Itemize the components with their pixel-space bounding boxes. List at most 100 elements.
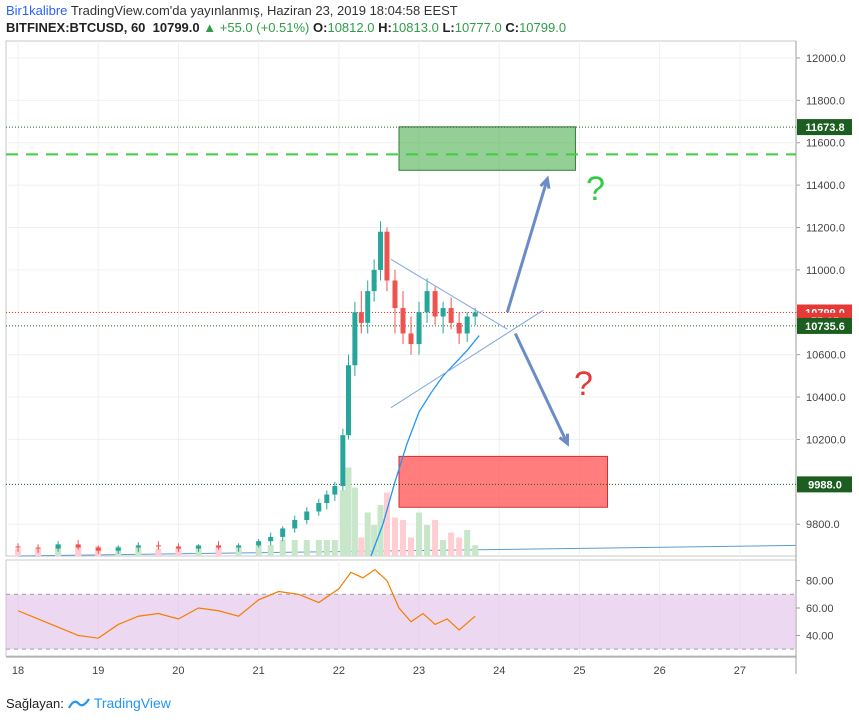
volume-bar bbox=[303, 540, 310, 556]
y-tick-label: 10200.0 bbox=[806, 434, 846, 446]
volume-bar bbox=[391, 517, 398, 556]
volume-bar bbox=[424, 525, 431, 556]
candle-body bbox=[216, 545, 222, 548]
volume-bar bbox=[155, 548, 162, 556]
price-chart[interactable]: 18 19 20 21 22 23 24 25 26 27 12000.0 11800.0 11600.… bbox=[0, 0, 859, 690]
candle-body bbox=[236, 545, 242, 548]
open-value: 10812.0 bbox=[327, 20, 375, 35]
candle-body bbox=[371, 269, 377, 292]
candle-body bbox=[155, 545, 161, 547]
candle-body bbox=[95, 547, 101, 551]
published-info: TradingView.com'da yayınlanmış, Haziran … bbox=[70, 3, 458, 18]
close-value: 10799.0 bbox=[519, 20, 567, 35]
scenario-arrow-line bbox=[505, 178, 549, 313]
candle-body bbox=[324, 494, 330, 504]
volume-bar bbox=[432, 520, 439, 556]
x-tick-label: 26 bbox=[654, 665, 666, 677]
y-tick-label: 11000.0 bbox=[806, 265, 845, 277]
x-tick-label: 22 bbox=[333, 665, 345, 677]
x-tick-label: 24 bbox=[493, 665, 505, 677]
shared-by-label: Sağlayan: bbox=[6, 695, 64, 711]
close-label: C: bbox=[505, 20, 520, 35]
tradingview-brand[interactable]: TradingView bbox=[93, 695, 171, 711]
question-mark-up: ? bbox=[586, 170, 605, 208]
candle-body bbox=[424, 291, 430, 313]
footer: Sağlayan: TradingView bbox=[6, 695, 171, 711]
volume-bar bbox=[472, 545, 479, 556]
volume-bar bbox=[15, 548, 22, 556]
volume-bar bbox=[267, 545, 274, 556]
candle-body bbox=[464, 316, 470, 334]
candle-body bbox=[115, 547, 121, 551]
candle-body bbox=[15, 546, 21, 548]
candle-body bbox=[472, 312, 478, 317]
candle-body bbox=[195, 545, 201, 549]
volume-bar bbox=[358, 537, 365, 556]
price-label: 10735.6 bbox=[805, 321, 845, 333]
candle-body bbox=[35, 547, 41, 549]
tradingview-logo-icon bbox=[67, 698, 90, 709]
price-label-box bbox=[797, 317, 852, 334]
x-tick-label: 27 bbox=[734, 665, 746, 677]
candle-body bbox=[75, 544, 81, 548]
low-label: L: bbox=[442, 20, 455, 35]
candle-body bbox=[432, 291, 438, 317]
y-tick-label: 9800.0 bbox=[806, 519, 840, 531]
candle-body bbox=[358, 312, 364, 323]
candle-body bbox=[448, 308, 454, 323]
volume-bar bbox=[279, 540, 286, 556]
candle-body bbox=[256, 541, 262, 546]
volume-bar bbox=[400, 520, 407, 556]
candle-body bbox=[384, 231, 390, 281]
volume-bar bbox=[448, 532, 455, 556]
y-tick-label: 10400.0 bbox=[806, 392, 846, 404]
triangle-line bbox=[390, 309, 544, 409]
x-tick-label: 18 bbox=[12, 665, 24, 677]
volume-bar bbox=[440, 540, 447, 556]
volume-bar bbox=[291, 540, 298, 556]
moving-average-line bbox=[370, 335, 480, 557]
candle-body bbox=[280, 528, 286, 537]
price-label-box bbox=[797, 119, 852, 136]
low-value: 10777.0 bbox=[454, 20, 502, 35]
candle-body bbox=[304, 511, 310, 520]
symbol-label: BITFINEX:BTCUSD, 60 bbox=[6, 20, 146, 35]
price-label-box bbox=[797, 476, 852, 493]
last-price: 10799.0 bbox=[152, 20, 200, 35]
candle-body bbox=[378, 231, 384, 270]
x-tick-label: 23 bbox=[413, 665, 425, 677]
candle-body bbox=[365, 291, 371, 323]
candle-body bbox=[292, 519, 298, 529]
rsi-tick-label: 60.00 bbox=[806, 603, 834, 615]
chart-header-line-1: Bir1kalibre TradingView.com'da yayınlanm… bbox=[6, 3, 458, 18]
scenario-arrow-head bbox=[539, 175, 551, 189]
triangle-line bbox=[390, 258, 508, 330]
candle-body bbox=[55, 544, 61, 549]
rsi-tick-label: 40.00 bbox=[806, 630, 834, 642]
volume-bar bbox=[255, 545, 262, 556]
volume-bar bbox=[408, 537, 415, 556]
candle-body bbox=[408, 333, 414, 345]
candle-body bbox=[456, 322, 462, 334]
x-tick-label: 25 bbox=[573, 665, 585, 677]
candle-body bbox=[345, 365, 351, 436]
candle-body bbox=[352, 312, 358, 366]
zone-target-up bbox=[398, 126, 576, 171]
volume-bar bbox=[331, 540, 338, 556]
volume-bar bbox=[364, 512, 371, 556]
volume-bar bbox=[351, 487, 358, 556]
x-tick-label: 19 bbox=[92, 665, 104, 677]
candle-body bbox=[416, 312, 422, 345]
x-tick-label: 21 bbox=[253, 665, 265, 677]
y-tick-label: 11400.0 bbox=[806, 180, 845, 192]
chart-header-line-2: BITFINEX:BTCUSD, 60 10799.0 ▲ +55.0 (+0.… bbox=[6, 20, 566, 35]
candle-body bbox=[340, 435, 346, 487]
volume-bar bbox=[75, 546, 82, 556]
author-name[interactable]: Bir1kalibre bbox=[6, 3, 68, 18]
rsi-band bbox=[6, 594, 796, 650]
candle-body bbox=[135, 545, 141, 548]
price-label: 9988.0 bbox=[808, 479, 842, 491]
scenario-arrow-head bbox=[558, 433, 570, 447]
candle-body bbox=[392, 280, 398, 309]
y-tick-label: 11600.0 bbox=[806, 138, 845, 150]
